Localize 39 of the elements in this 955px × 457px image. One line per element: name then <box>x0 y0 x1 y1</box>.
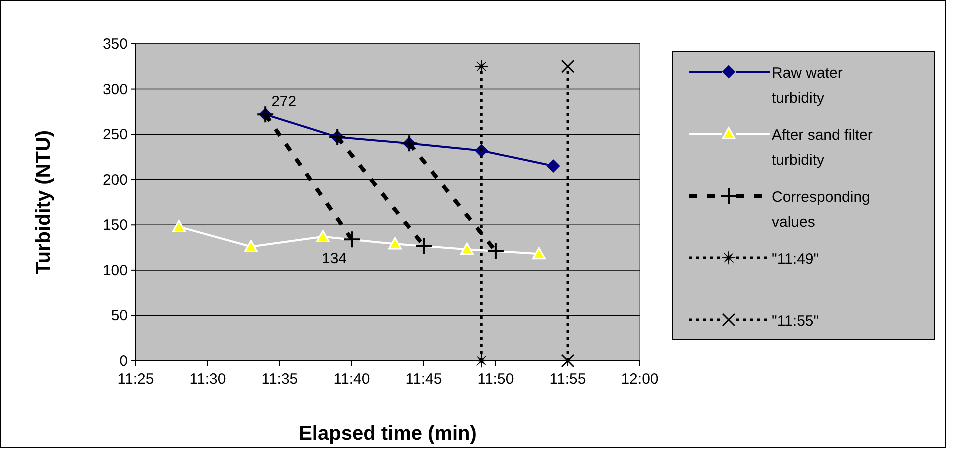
legend-label: After sand filter turbidity <box>772 127 873 169</box>
point <box>244 240 258 252</box>
y-tick-label: 50 <box>111 308 128 325</box>
point <box>561 60 575 74</box>
x-axis-title: Elapsed time (min) <box>299 423 477 445</box>
point <box>414 236 433 255</box>
y-tick-label: 100 <box>102 262 128 280</box>
point <box>316 230 330 242</box>
x-tick-label: 12:00 <box>621 371 659 388</box>
point <box>486 242 505 260</box>
data-label: 272 <box>272 94 297 111</box>
legend-label: "11:55" <box>772 313 820 330</box>
point <box>388 237 402 250</box>
legend-label: "11:49" <box>772 251 820 268</box>
point <box>172 220 186 233</box>
x-tick-label: 11:30 <box>190 371 226 388</box>
data-label: 134 <box>322 250 348 268</box>
y-tick-label: 150 <box>102 217 128 234</box>
x-tick-label: 11:25 <box>118 371 154 388</box>
x-tick-label: 11:40 <box>334 371 370 388</box>
point <box>474 60 488 74</box>
point <box>561 354 575 368</box>
x-tick-label: 11:55 <box>550 371 586 388</box>
y-tick-label: 200 <box>102 172 128 189</box>
point <box>343 230 362 249</box>
y-tick-label: 350 <box>102 36 128 53</box>
point <box>474 354 488 368</box>
y-tick-label: 250 <box>102 126 128 144</box>
point <box>547 160 560 173</box>
x-tick-label: 11:50 <box>478 371 514 388</box>
y-axis-title: Turbidity (NTU) <box>33 130 55 275</box>
legend-label: Corresponding values <box>772 189 870 231</box>
point <box>460 242 474 256</box>
legend-label: Raw water turbidity <box>772 65 843 107</box>
x-tick-label: 11:45 <box>406 371 442 388</box>
y-tick-label: 300 <box>102 81 128 98</box>
point <box>532 247 546 260</box>
y-tick-label: 0 <box>120 353 128 370</box>
x-tick-label: 11:35 <box>262 371 298 388</box>
